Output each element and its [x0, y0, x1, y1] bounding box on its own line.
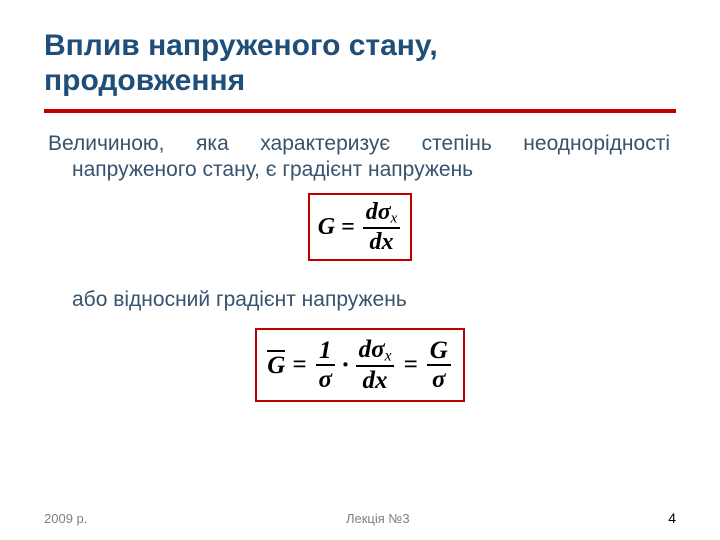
- eq2-frac3-num: G: [427, 337, 451, 364]
- eq2-frac1-num: 1: [316, 337, 335, 364]
- eq2-lhs-Gbar: G: [267, 350, 285, 380]
- eq2-equals-2: =: [403, 351, 417, 379]
- title-line-1: Вплив напруженого стану,: [44, 29, 438, 62]
- paragraph-1: Величиною, яка характеризує степінь неод…: [68, 131, 676, 184]
- eq1-denominator: dx: [367, 229, 397, 255]
- eq2-frac-2: dσx dx: [356, 336, 395, 394]
- equation-1-box: G = dσx dx: [308, 193, 413, 261]
- eq2-frac3-den: σ: [429, 366, 448, 393]
- footer: 2009 р. Лекція №3 4: [0, 510, 720, 526]
- eq1-lhs: G: [318, 214, 335, 241]
- eq2-frac-1: 1 σ: [316, 337, 335, 393]
- eq2-frac1-den: σ: [316, 366, 335, 393]
- eq2-frac2-num: dσx: [356, 336, 395, 365]
- slide-title: Вплив напруженого стану, продовження: [44, 28, 676, 99]
- equation-1-container: G = dσx dx: [44, 193, 676, 261]
- eq2-equals-1: =: [292, 351, 306, 379]
- equation-2-box: G = 1 σ · dσx dx =: [255, 328, 465, 402]
- eq1-fraction: dσx dx: [363, 199, 401, 255]
- footer-page-number: 4: [668, 510, 676, 526]
- footer-left: 2009 р.: [44, 511, 87, 526]
- eq2-dot: ·: [342, 350, 349, 380]
- equation-2-container: G = 1 σ · dσx dx =: [44, 328, 676, 402]
- eq1-equals: =: [341, 214, 355, 241]
- eq2-frac2-den: dx: [360, 367, 391, 394]
- eq1-numerator: dσx: [363, 199, 401, 227]
- eq2-frac-3: G σ: [427, 337, 451, 393]
- title-underline: [44, 109, 676, 113]
- footer-center: Лекція №3: [346, 511, 410, 526]
- title-line-2: продовження: [44, 64, 245, 97]
- slide: Вплив напруженого стану, продовження Вел…: [0, 0, 720, 540]
- paragraph-2: або відносний градієнт напружень: [44, 287, 676, 313]
